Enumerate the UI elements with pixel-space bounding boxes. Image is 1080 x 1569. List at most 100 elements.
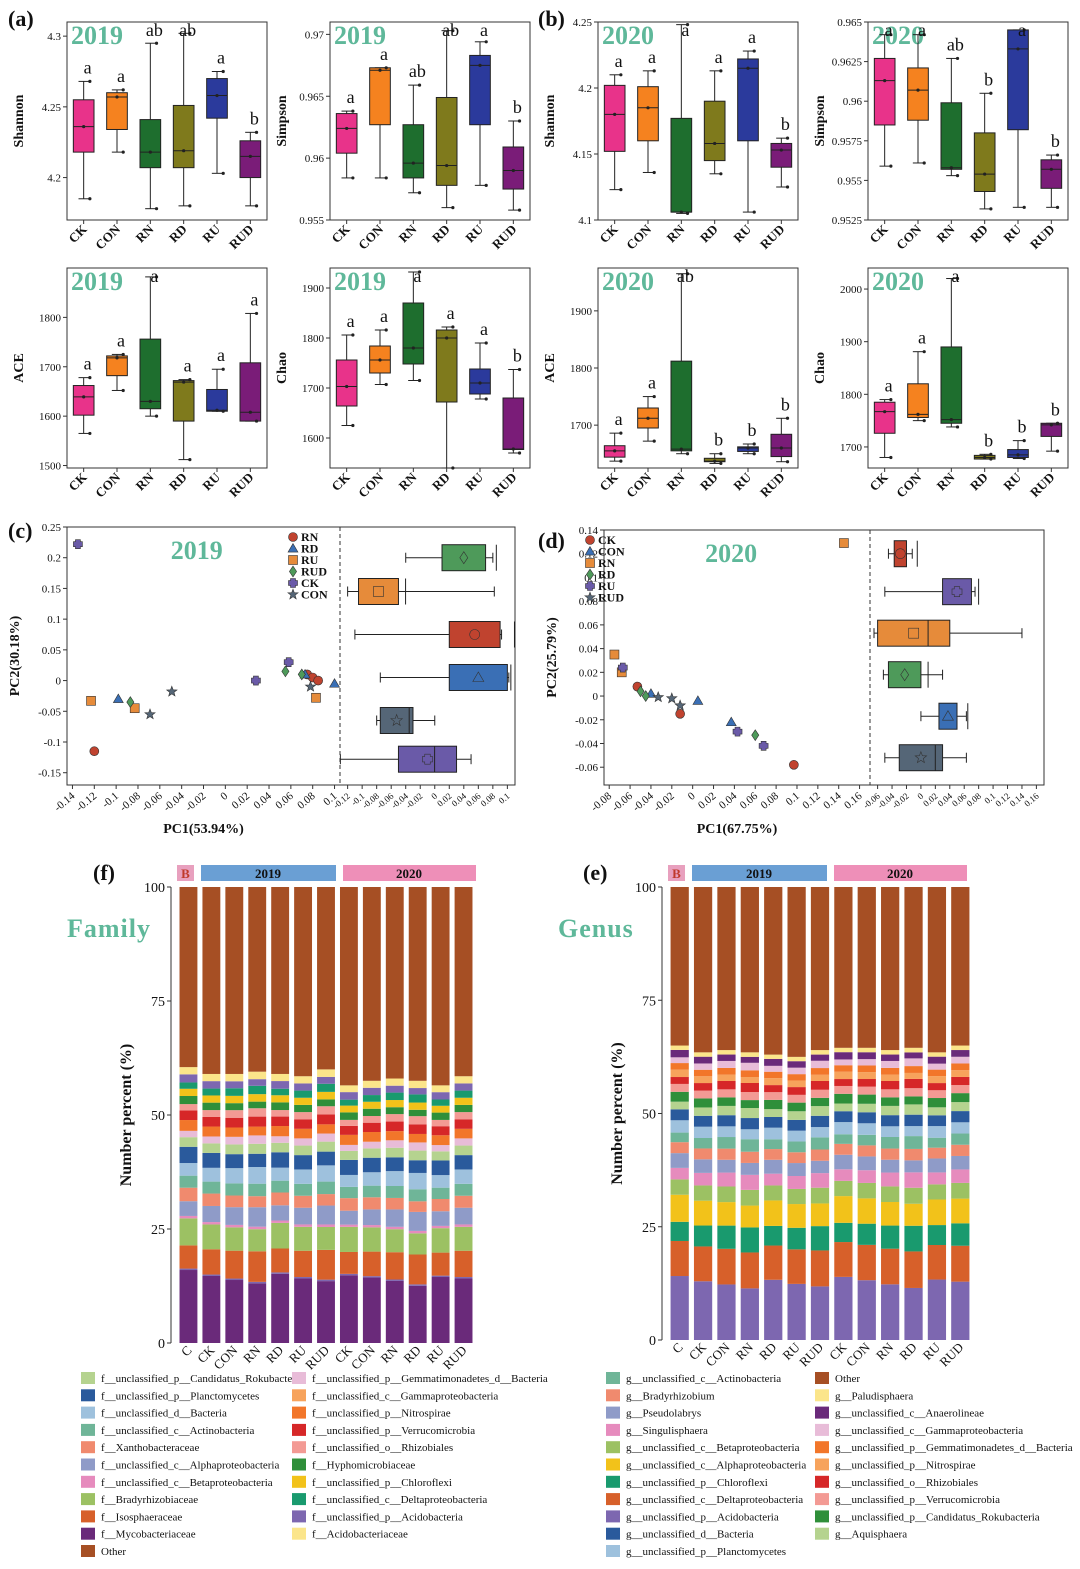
y-tick-label: 0.96 bbox=[305, 153, 325, 165]
bar-segment-other bbox=[431, 887, 450, 1086]
y-tick-label: 50 bbox=[642, 1108, 656, 1123]
bar-segment bbox=[225, 1168, 244, 1184]
bar-segment bbox=[294, 1083, 313, 1091]
bar-segment bbox=[857, 1103, 876, 1113]
bar-segment bbox=[693, 1246, 713, 1282]
significance-letter: a bbox=[648, 373, 656, 393]
sample-dot bbox=[517, 208, 522, 212]
significance-letter: ab bbox=[146, 20, 163, 40]
bar-segment bbox=[317, 1279, 335, 1282]
year-label: 2019 bbox=[71, 267, 123, 296]
bar-segment bbox=[225, 1250, 244, 1279]
significance-letter: ab bbox=[409, 61, 426, 81]
marker-plus bbox=[585, 581, 595, 591]
sample-dot bbox=[989, 452, 993, 456]
legend-swatch bbox=[606, 1372, 620, 1384]
box-RUD: b RUD bbox=[757, 394, 793, 500]
y-axis-label: Number percent (%) bbox=[609, 1042, 626, 1185]
marker-circle bbox=[675, 709, 685, 719]
bar-segment bbox=[810, 1097, 830, 1107]
bar-segment bbox=[271, 1222, 290, 1249]
y-tick-label: 4.25 bbox=[573, 17, 593, 29]
bar-segment bbox=[717, 1050, 736, 1055]
bar-segment-other bbox=[810, 887, 830, 1051]
legend-swatch bbox=[292, 1423, 306, 1436]
x-tick-label: RU bbox=[1000, 469, 1024, 493]
taxa-legend-e: g__unclassified_c__Actinobacteria g__Brad… bbox=[606, 1372, 1073, 1558]
bar-segment bbox=[764, 1092, 783, 1100]
mean-dot bbox=[679, 447, 683, 451]
box-body bbox=[603, 84, 626, 152]
pc-box-RU bbox=[884, 578, 980, 606]
legend-label: RD bbox=[598, 568, 616, 582]
significance-letter: a bbox=[715, 47, 723, 67]
bar-segment bbox=[881, 1126, 900, 1138]
legend-label: f__unclassified_p__Candidatus_Rokubacter… bbox=[101, 1373, 304, 1385]
bar-segment bbox=[271, 1110, 290, 1117]
pc-box-CK bbox=[339, 745, 472, 773]
bar-segment bbox=[431, 1187, 450, 1200]
x-tick-label: CK bbox=[328, 221, 353, 246]
bar-segment bbox=[385, 1197, 404, 1210]
taxon-title: Family bbox=[67, 914, 151, 943]
significance-letter: a bbox=[648, 47, 656, 67]
y-tick-label: 0.965 bbox=[837, 17, 862, 29]
bar-segment bbox=[454, 1169, 473, 1184]
bar-segment bbox=[317, 1069, 335, 1077]
marker-star bbox=[390, 713, 404, 727]
y-tick-label: -0.04 bbox=[575, 738, 598, 750]
sample-dot bbox=[652, 69, 656, 73]
year-label: 2020 bbox=[602, 21, 654, 50]
bar-segment bbox=[202, 1088, 221, 1096]
bar-segment bbox=[271, 1273, 290, 1343]
legend-label: RUD bbox=[301, 565, 327, 579]
bar-segment bbox=[764, 1054, 783, 1059]
marker-plus bbox=[617, 662, 628, 673]
panel-label-a: (a) bbox=[8, 6, 34, 31]
pc-box-RD bbox=[379, 664, 512, 691]
bar-segment bbox=[317, 1141, 335, 1152]
bar-9: RN bbox=[873, 887, 900, 1363]
bar-segment bbox=[179, 1201, 198, 1216]
marker-star bbox=[144, 708, 156, 720]
legend-label: f__unclassified_p__Nitrospirae bbox=[312, 1408, 451, 1420]
bar-segment bbox=[225, 1110, 244, 1118]
legend-swatch bbox=[606, 1406, 620, 1419]
sample-dot bbox=[154, 207, 159, 211]
bar-segment-other bbox=[693, 887, 713, 1053]
header-b-label: B bbox=[672, 866, 681, 881]
mean-dot bbox=[746, 446, 750, 450]
pc-box-CON bbox=[376, 707, 436, 734]
bar-segment bbox=[670, 1083, 689, 1092]
box-body bbox=[737, 58, 759, 142]
y-tick-label: 0.05 bbox=[42, 645, 62, 657]
bar-segment bbox=[362, 1276, 381, 1278]
bar-segment bbox=[408, 1284, 427, 1286]
bar-segment bbox=[339, 1085, 358, 1093]
pc-box-RUD bbox=[405, 544, 497, 572]
bar-segment bbox=[339, 1224, 358, 1227]
bar-segment bbox=[202, 1167, 221, 1182]
x-tick-label: RU bbox=[462, 469, 486, 493]
legend-swatch bbox=[81, 1441, 95, 1454]
box-RD: b RD bbox=[967, 430, 996, 493]
x-tick-label: 0.02 bbox=[230, 790, 252, 812]
marker-diamond bbox=[297, 668, 306, 681]
x-tick-label: RN bbox=[396, 221, 420, 245]
bar-segment bbox=[881, 1202, 900, 1226]
y-tick-label: 0 bbox=[649, 1334, 656, 1349]
mean-dot bbox=[883, 79, 887, 83]
bar-segment bbox=[179, 1120, 198, 1131]
plot-frame bbox=[597, 21, 799, 221]
bar-4: RD bbox=[263, 887, 290, 1366]
bar-segment bbox=[202, 1275, 221, 1343]
bar-segment bbox=[787, 1087, 806, 1095]
significance-letter: a bbox=[117, 66, 125, 86]
bar-segment bbox=[764, 1065, 783, 1072]
bar-segment bbox=[810, 1050, 830, 1055]
y-tick-label: -0.06 bbox=[575, 762, 598, 774]
bar-segment bbox=[179, 1175, 198, 1188]
mean-dot bbox=[613, 449, 617, 453]
legend-swatch bbox=[81, 1389, 95, 1402]
